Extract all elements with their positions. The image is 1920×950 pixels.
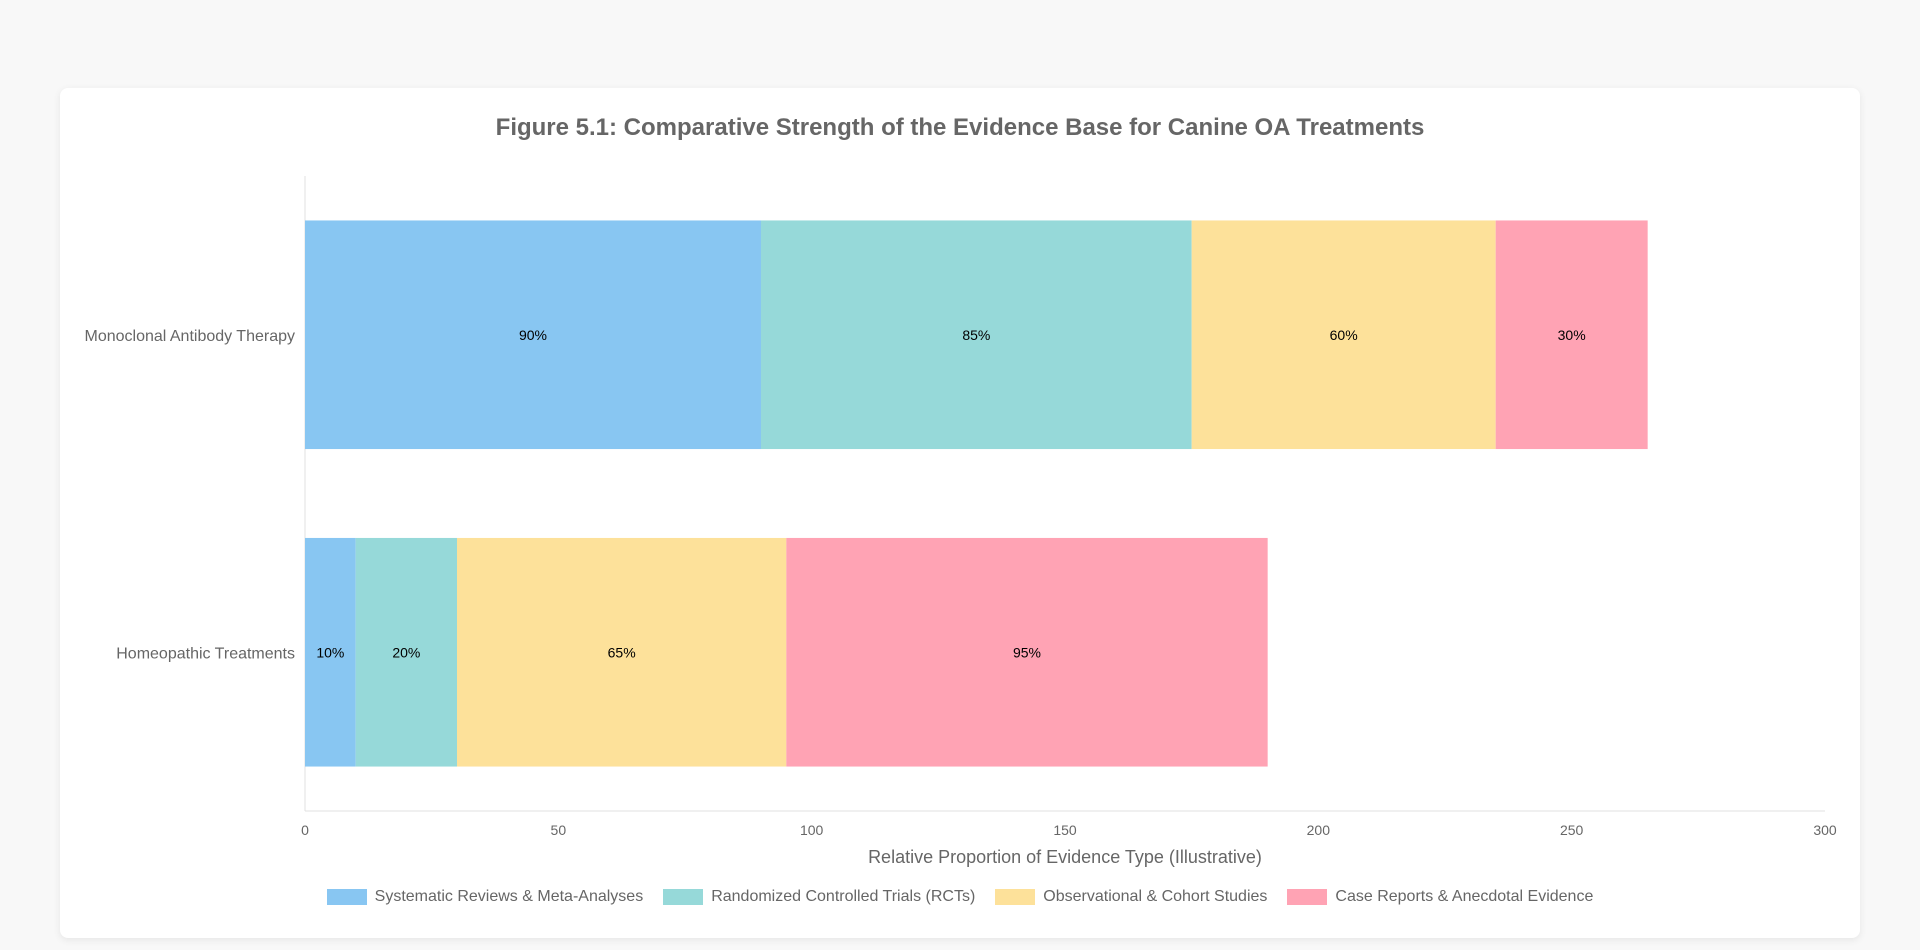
bar-segment — [786, 537, 1268, 767]
y-category-label: Monoclonal Antibody Therapy — [84, 328, 295, 345]
bar-data-label: 60% — [1330, 327, 1358, 343]
bar-data-label: 10% — [316, 644, 344, 660]
x-tick-label: 0 — [301, 822, 309, 838]
legend-swatch — [1287, 889, 1328, 905]
legend-item[interactable]: Systematic Reviews & Meta-Analyses — [326, 888, 644, 906]
bar-data-label: 95% — [1013, 644, 1041, 660]
x-tick-label: 250 — [1560, 822, 1584, 838]
bar-segment — [355, 537, 457, 767]
bar-segment — [457, 537, 787, 767]
legend-swatch — [326, 889, 367, 905]
chart-legend: Systematic Reviews & Meta-Analyses Random… — [0, 888, 1920, 906]
bar-data-label: 90% — [519, 327, 547, 343]
legend-swatch — [663, 889, 704, 905]
bar-segment — [1495, 220, 1648, 450]
legend-label: Observational & Cohort Studies — [1043, 888, 1268, 905]
legend-swatch — [995, 889, 1036, 905]
bar-segment — [761, 220, 1192, 450]
x-tick-label: 300 — [1813, 822, 1837, 838]
x-tick-label: 100 — [800, 822, 824, 838]
legend-label: Systematic Reviews & Meta-Analyses — [374, 888, 644, 905]
legend-item[interactable]: Randomized Controlled Trials (RCTs) — [663, 888, 975, 906]
bar-data-label: 30% — [1558, 327, 1586, 343]
legend-item[interactable]: Observational & Cohort Studies — [995, 888, 1267, 906]
legend-label: Case Reports & Anecdotal Evidence — [1335, 888, 1594, 905]
bar-segment — [305, 220, 761, 450]
x-axis-title: Relative Proportion of Evidence Type (Il… — [868, 847, 1262, 867]
bar-data-label: 20% — [392, 644, 420, 660]
x-tick-label: 150 — [1053, 822, 1077, 838]
chart-title: Figure 5.1: Comparative Strength of the … — [495, 114, 1425, 141]
legend-item[interactable]: Case Reports & Anecdotal Evidence — [1287, 888, 1593, 906]
bar-data-label: 65% — [608, 644, 636, 660]
y-category-label: Homeopathic Treatments — [116, 645, 295, 662]
x-tick-label: 200 — [1307, 822, 1331, 838]
x-tick-label: 50 — [551, 822, 567, 838]
legend-label: Randomized Controlled Trials (RCTs) — [711, 888, 976, 905]
bar-segment — [1191, 220, 1496, 450]
bar-data-label: 85% — [962, 327, 990, 343]
bar-segment — [305, 537, 356, 767]
